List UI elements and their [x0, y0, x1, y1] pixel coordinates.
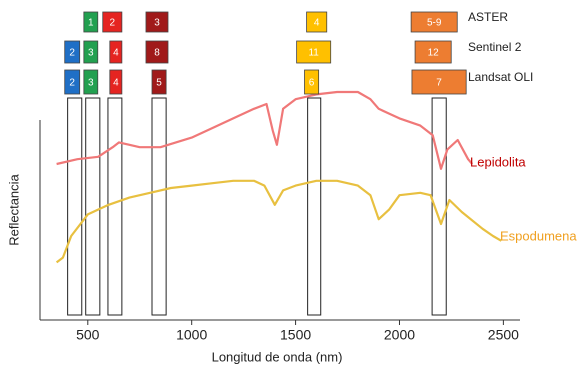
band-window: [307, 97, 322, 316]
band-label: 4: [113, 48, 119, 59]
band-box: [83, 69, 99, 95]
band-label: 4: [113, 78, 119, 89]
band-box: [145, 40, 169, 64]
band-label: 2: [69, 48, 75, 59]
band-box: [109, 69, 123, 95]
sensor-name: ASTER: [468, 10, 508, 24]
band-box: [304, 69, 320, 95]
series-label: Lepidolita: [470, 154, 526, 169]
band-window: [107, 97, 123, 316]
band-label: 2: [69, 78, 75, 89]
y-axis-label: Reflectancia: [6, 173, 21, 245]
x-tick-label: 1500: [280, 327, 311, 343]
band-label: 6: [309, 78, 315, 89]
band-box: [151, 69, 167, 95]
band-box: [296, 40, 332, 64]
sensor-name: Landsat OLI: [468, 70, 533, 84]
band-label: 11: [308, 48, 319, 59]
band-window: [85, 97, 101, 316]
x-tick-label: 2500: [488, 327, 519, 343]
band-label: 12: [428, 48, 440, 59]
band-label: 3: [88, 78, 94, 89]
band-box: [102, 11, 123, 33]
x-tick-label: 2000: [384, 327, 415, 343]
band-box: [414, 40, 452, 64]
band-box: [64, 69, 81, 95]
sensor-name: Sentinel 2: [468, 40, 522, 54]
band-box: [109, 40, 123, 64]
band-box: [411, 69, 467, 95]
band-box: [83, 11, 99, 33]
series-label: Espodumena: [500, 228, 577, 243]
band-label: 8: [154, 48, 160, 59]
band-label: 3: [154, 18, 160, 29]
line: [55, 179, 502, 264]
band-label: 5: [156, 78, 162, 89]
band-box: [64, 40, 81, 64]
band-label: 3: [88, 48, 94, 59]
x-axis-label: Longitud de onda (nm): [212, 349, 343, 364]
band-window: [151, 97, 167, 316]
band-label: 4: [314, 18, 320, 29]
x-tick-label: 1000: [176, 327, 207, 343]
band-window: [67, 97, 83, 316]
band-box: [410, 11, 458, 33]
band-label: 1: [88, 18, 94, 29]
band-label: 7: [436, 78, 442, 89]
band-box: [145, 11, 169, 33]
x-tick-label: 500: [76, 327, 100, 343]
band-label: 5-9: [427, 18, 442, 29]
line: [56, 90, 474, 170]
band-box: [306, 11, 328, 33]
band-label: 2: [110, 18, 116, 29]
band-box: [83, 40, 99, 64]
